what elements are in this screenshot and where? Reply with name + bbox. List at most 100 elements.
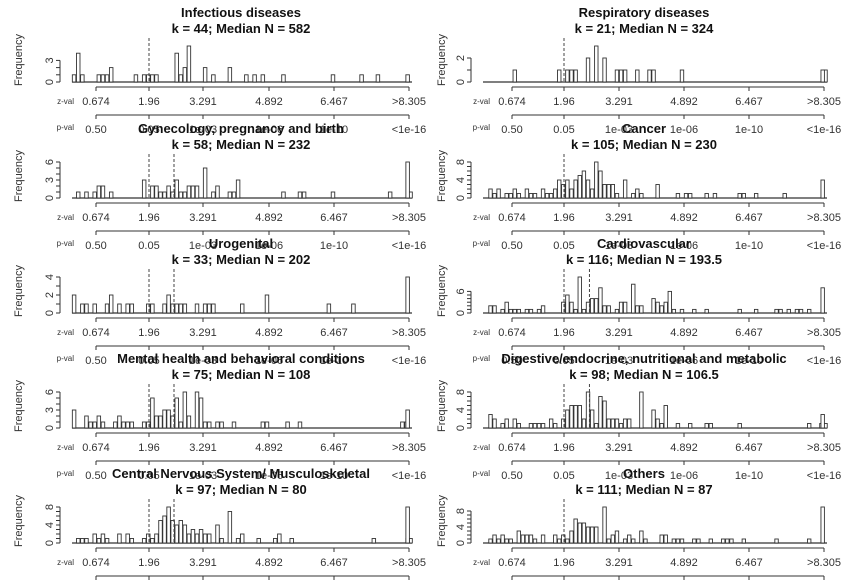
histogram-bar xyxy=(158,415,163,429)
histogram-bar xyxy=(76,538,81,544)
histogram-bar xyxy=(516,193,521,199)
histogram-bar xyxy=(129,303,135,314)
p-tick-label: 1e-06 xyxy=(670,240,698,252)
y-tick-label: 6 xyxy=(455,288,467,294)
z-tick-label: 6.467 xyxy=(735,327,763,339)
histogram-bar xyxy=(186,415,192,429)
histogram-bar xyxy=(400,421,405,429)
p-tick-label: 1e-10 xyxy=(735,355,763,367)
histogram-bar xyxy=(602,506,607,544)
y-tick-label: 3 xyxy=(44,177,56,183)
histogram-bar xyxy=(182,67,188,83)
histogram-bar xyxy=(125,533,130,544)
z-tick-label: 1.96 xyxy=(138,96,159,108)
histogram-bar xyxy=(594,298,599,314)
histogram-bar xyxy=(178,520,183,544)
p-tick-label: <1e-16 xyxy=(392,240,427,252)
p-tick-label: 1e-03 xyxy=(605,470,633,482)
y-tick-label: 4 xyxy=(455,407,467,413)
panel-subtitle: k = 58; Median N = 232 xyxy=(172,137,311,152)
histogram-bar xyxy=(202,533,208,544)
z-tick-label: 4.892 xyxy=(255,442,283,454)
panel-title: Mental health and behavioral conditions xyxy=(117,351,365,366)
histogram-bar xyxy=(166,409,171,429)
histogram-bar xyxy=(786,308,791,314)
histogram-bar xyxy=(219,421,224,429)
y-axis-label: Frequency xyxy=(436,150,448,202)
y-tick-label: 6 xyxy=(44,389,56,395)
histogram-bar xyxy=(76,191,81,199)
histogram-bar xyxy=(544,193,550,199)
histogram-bar xyxy=(182,191,188,199)
panel-title: Cardiovascular xyxy=(597,236,691,251)
histogram-bar xyxy=(260,421,266,429)
histogram-bar xyxy=(488,538,493,544)
z-tick-label: 4.892 xyxy=(255,557,283,569)
histogram-bar xyxy=(80,303,85,314)
histogram-bar xyxy=(182,391,188,429)
z-tick-label: 6.467 xyxy=(735,557,763,569)
p-tick-label: 1e-03 xyxy=(189,470,217,482)
histogram-bar xyxy=(80,74,85,83)
histogram-bar xyxy=(500,534,505,544)
p-axis-label: p-val xyxy=(57,469,75,478)
y-tick-label: 0 xyxy=(44,310,56,316)
histogram-bar xyxy=(594,161,599,199)
histogram-bar xyxy=(528,308,534,314)
histogram-bar xyxy=(651,69,656,83)
p-tick-label: 1e-06 xyxy=(670,470,698,482)
histogram-bar xyxy=(659,423,664,429)
p-tick-label: 0.50 xyxy=(85,355,106,367)
histogram-bar xyxy=(80,538,85,544)
histogram-bar xyxy=(540,534,546,544)
histogram-bar xyxy=(557,538,562,544)
histogram-bar xyxy=(655,418,660,429)
p-tick-label: 1e-10 xyxy=(320,355,348,367)
histogram-bar xyxy=(516,308,521,314)
histogram-bar xyxy=(577,522,582,544)
z-tick-label: 1.96 xyxy=(138,212,159,224)
z-tick-label: 0.674 xyxy=(82,442,110,454)
y-tick-label: 6 xyxy=(44,159,56,165)
histogram-bar xyxy=(639,391,644,429)
z-tick-label: 4.892 xyxy=(670,327,698,339)
histogram-bar xyxy=(820,69,825,83)
histogram-bar xyxy=(186,45,192,83)
histogram-bar xyxy=(692,308,697,314)
histogram-bar xyxy=(405,506,410,544)
histogram-bar xyxy=(198,397,204,429)
histogram-bar xyxy=(774,308,779,314)
histogram-bar xyxy=(162,303,167,314)
histogram-bar xyxy=(186,533,192,544)
panel-title: Infectious diseases xyxy=(181,5,301,20)
histogram-bar xyxy=(688,423,693,429)
z-tick-label: 1.96 xyxy=(553,327,574,339)
histogram-bar xyxy=(244,74,249,83)
p-axis-label: p-val xyxy=(473,239,491,248)
histogram-bar xyxy=(631,193,636,199)
y-tick-label: 3 xyxy=(44,57,56,63)
histogram-bar xyxy=(166,506,171,544)
histogram-bar xyxy=(285,421,290,429)
y-tick-label: 8 xyxy=(44,504,56,510)
z-tick-label: 0.674 xyxy=(498,327,526,339)
panel-title: Respiratory diseases xyxy=(579,5,710,20)
z-tick-label: 1.96 xyxy=(553,557,574,569)
histogram-bar xyxy=(557,69,562,83)
histogram-bar xyxy=(602,57,607,83)
histogram-bar xyxy=(100,421,106,429)
histogram-bar xyxy=(330,74,336,83)
y-tick-label: 4 xyxy=(44,522,56,528)
z-tick-label: 3.291 xyxy=(605,96,633,108)
z-tick-label: 6.467 xyxy=(320,327,348,339)
histogram-bar xyxy=(150,397,155,429)
histogram-bar xyxy=(113,421,118,429)
p-tick-label: 1e-10 xyxy=(320,240,348,252)
panel-title: Gynecology, pregnancy and birth xyxy=(138,121,344,136)
histogram-bar xyxy=(84,303,89,314)
histogram-bar xyxy=(508,308,513,314)
histogram-bar xyxy=(610,534,615,544)
histogram-bar xyxy=(281,191,286,199)
